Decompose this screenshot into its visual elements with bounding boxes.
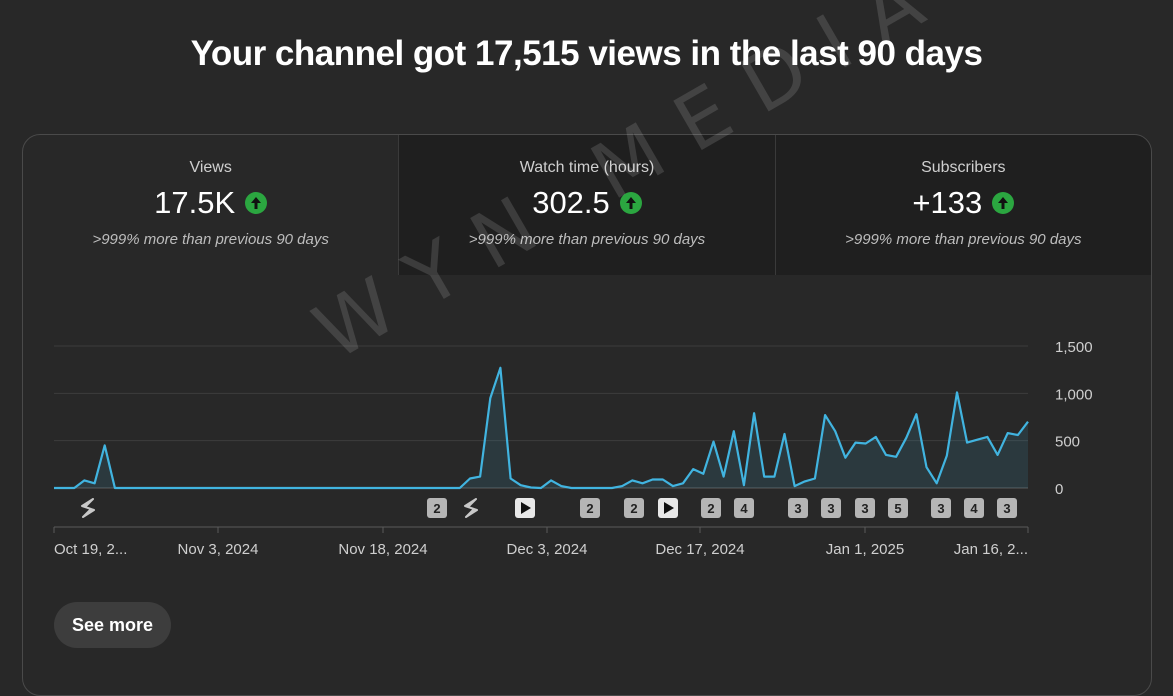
x-tick-label: Oct 19, 2...	[54, 541, 127, 558]
x-tick-label: Dec 3, 2024	[507, 541, 588, 558]
upload-count-label: 4	[970, 501, 978, 516]
upload-count-label: 2	[707, 501, 714, 516]
upload-count-label: 2	[630, 501, 637, 516]
y-tick-label: 1,500	[1055, 339, 1093, 356]
upload-count-label: 2	[586, 501, 593, 516]
upload-count-label: 3	[937, 501, 944, 516]
x-tick-label: Dec 17, 2024	[655, 541, 744, 558]
upload-count-label: 3	[794, 501, 801, 516]
upload-count-label: 4	[740, 501, 748, 516]
series-area	[54, 368, 1028, 488]
y-tick-label: 500	[1055, 434, 1080, 451]
y-tick-label: 1,000	[1055, 386, 1093, 403]
views-line-chart: 0 500 1,000 1,500 2 2 2 2 4 3 3 3 5 3 4 3 Oct 19, 2... No…	[0, 0, 1173, 600]
shorts-icon	[465, 499, 477, 517]
x-tick-label: Jan 1, 2025	[826, 541, 904, 558]
upload-count-label: 2	[433, 501, 440, 516]
y-tick-label: 0	[1055, 481, 1063, 498]
upload-count-label: 3	[827, 501, 834, 516]
shorts-icon	[82, 499, 94, 517]
see-more-button[interactable]: See more	[54, 602, 171, 648]
upload-count-label: 3	[1003, 501, 1010, 516]
x-tick-label: Jan 16, 2...	[954, 541, 1028, 558]
x-tick-label: Nov 18, 2024	[338, 541, 427, 558]
x-tick-label: Nov 3, 2024	[178, 541, 259, 558]
upload-count-label: 5	[894, 501, 901, 516]
upload-count-label: 3	[861, 501, 868, 516]
